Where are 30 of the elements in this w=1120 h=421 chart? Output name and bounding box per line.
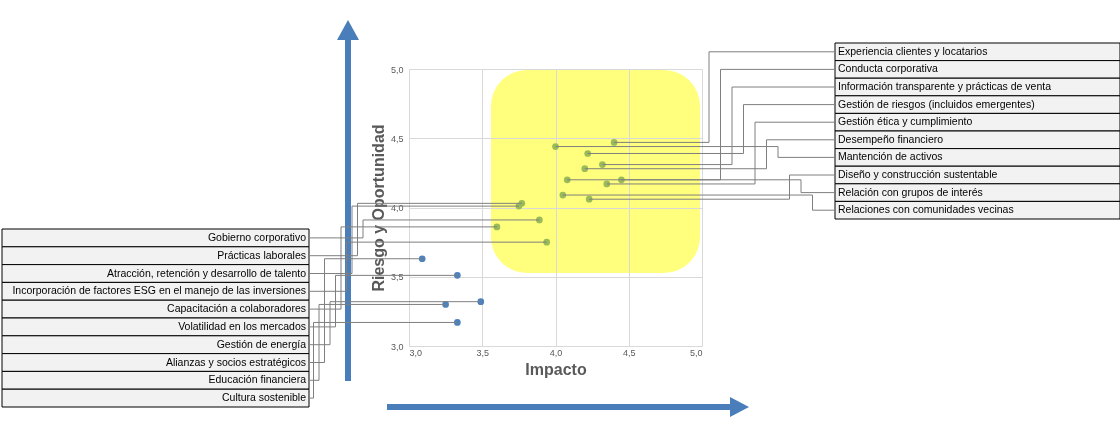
x-tick-label: 5,0 xyxy=(689,347,703,358)
annotation: Gobierno corporativo xyxy=(207,230,307,243)
x-tick-label: 3,0 xyxy=(409,347,423,358)
annotation: Educación financiera xyxy=(208,373,307,386)
annotation: Gestión de energía xyxy=(216,337,307,350)
x-axis-title: Impacto xyxy=(525,360,587,378)
x-tick-label: 4,5 xyxy=(622,347,636,358)
annotation: Relaciones con comunidades vecinas xyxy=(838,203,1014,216)
annotation: Conducta corporativa xyxy=(838,62,938,75)
annotation: Volatilidad en los mercados xyxy=(178,319,306,332)
annotation: Cultura sostenible xyxy=(221,391,307,404)
y-axis-title: Riesgo y Oportunidad xyxy=(369,124,387,292)
y-tick-label: 5,0 xyxy=(390,64,404,75)
annotation: Alianzas y socios estratégicos xyxy=(165,355,306,368)
annotation: Prácticas laborales xyxy=(217,248,306,261)
annotation: Gestión ética y cumplimiento xyxy=(838,115,973,128)
annotation: Relación con grupos de interés xyxy=(838,185,983,198)
annotation: Incorporación de factores ESG en el manejo de las inversiones xyxy=(12,284,306,297)
annotation: Atracción, retención y desarrollo de talento xyxy=(106,266,307,279)
y-tick-label: 4,5 xyxy=(390,133,404,144)
annotation: Diseño y construcción sustentable xyxy=(838,168,998,180)
annotation: Capacitación a colaboradores xyxy=(167,302,306,315)
annotation: Experiencia clientes y locatarios xyxy=(838,44,988,57)
x-tick-label: 4,0 xyxy=(549,347,563,358)
x-tick-label: 3,5 xyxy=(476,347,490,358)
annotation: Mantención de activos xyxy=(838,150,943,163)
y-tick-label: 4,0 xyxy=(390,203,404,213)
annotation: Gestión de riesgos (incluidos emergentes) xyxy=(838,97,1035,110)
annotation: Desempeño financiero xyxy=(838,132,944,145)
annotation: Información transparente y prácticas de venta xyxy=(838,80,1052,92)
